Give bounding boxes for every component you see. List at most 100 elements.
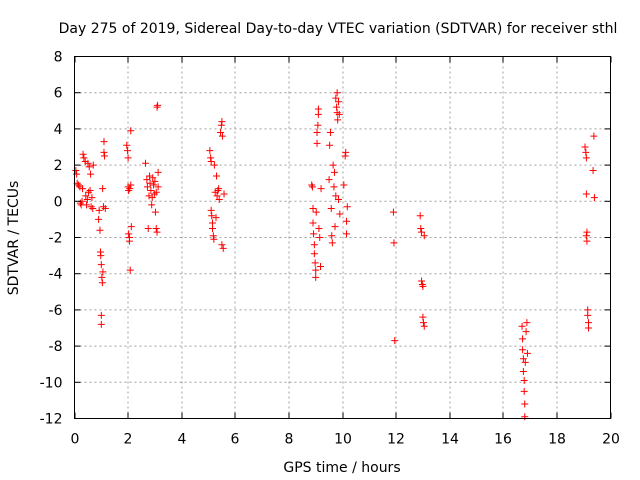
data-point [98,279,106,287]
data-point [142,159,150,167]
data-point [76,199,84,207]
data-point [218,132,226,140]
data-point [419,282,427,290]
x-tick-label: 2 [124,432,133,448]
x-tick-label: 14 [441,432,459,448]
data-point [143,176,151,184]
data-point [523,349,531,357]
data-point [521,413,529,421]
data-point [343,203,351,211]
data-point [215,195,223,203]
x-tick-label: 12 [387,432,405,448]
data-point [83,201,91,209]
data-point [332,192,340,200]
data-point [326,129,334,137]
data-point [125,186,133,194]
data-point [418,281,426,289]
data-point [582,148,590,156]
data-point [149,174,157,182]
data-point [96,226,104,234]
data-point [310,250,318,258]
y-tick-label: -8 [49,339,63,355]
data-point [311,259,319,267]
y-tick-label: -2 [49,231,63,247]
data-point [151,177,159,185]
data-point [146,172,154,180]
data-point [87,203,95,211]
data-point [220,190,228,198]
data-point [308,181,316,189]
data-point [154,101,162,109]
data-point [583,228,591,236]
data-point [313,129,321,137]
data-point [99,268,107,276]
data-point [87,170,95,178]
data-point [125,230,133,238]
data-point [208,212,216,220]
data-point [148,201,156,209]
data-point [330,183,338,191]
x-tick-label: 10 [334,432,352,448]
data-point [219,244,227,252]
y-tick-label: -6 [49,303,63,319]
data-point [95,206,103,214]
data-point [390,239,398,247]
data-point [519,346,527,354]
data-point [215,185,223,193]
data-point [127,223,135,231]
data-point [309,205,317,213]
data-point [209,232,217,240]
data-point [79,185,87,193]
data-point [88,194,96,202]
x-tick-label: 20 [602,432,620,448]
data-point [75,181,83,189]
data-point [97,261,105,269]
x-tick-label: 6 [231,432,240,448]
data-point [143,183,151,191]
data-point [328,232,336,240]
data-point [209,224,217,232]
data-point [95,215,103,223]
data-point [521,400,529,408]
y-tick-label: -12 [40,412,63,428]
data-point [313,139,321,147]
data-point [582,232,590,240]
data-point [127,181,135,189]
data-point [89,161,97,169]
data-point [151,208,159,216]
data-point [308,183,316,191]
data-point [217,129,225,137]
data-point [317,262,325,270]
data-point [333,103,341,111]
data-point [100,138,108,146]
data-point [331,223,339,231]
x-tick-label: 16 [494,432,512,448]
data-point [210,161,218,169]
y-tick-labels: -12 -10 -8 -6 -4 -2 0 2 4 6 8 [40,50,63,428]
x-tick-label: 4 [178,432,187,448]
data-point [153,228,161,236]
data-point [335,110,343,118]
y-tick-label: -10 [40,375,63,391]
data-point [213,172,221,180]
data-point [581,143,589,151]
y-tick-label: -4 [49,267,63,283]
y-tick-label: 6 [54,86,63,102]
data-point [124,147,132,155]
data-point [310,241,318,249]
data-point [148,194,156,202]
data-point [152,224,160,232]
x-tick-labels: 0 2 4 6 8 10 12 14 16 18 20 [71,432,620,448]
chart-title: Day 275 of 2019, Sidereal Day-to-day VTE… [59,21,618,37]
data-point [72,167,80,175]
x-tick-label: 18 [548,432,566,448]
y-axis-label: SDTVAR / TECUs [6,181,22,296]
data-point [315,224,323,232]
data-point [582,154,590,162]
data-point [520,376,528,384]
data-point [585,324,593,332]
data-point [312,266,320,274]
data-point [341,152,349,160]
data-point [154,183,162,191]
data-point [584,311,592,319]
